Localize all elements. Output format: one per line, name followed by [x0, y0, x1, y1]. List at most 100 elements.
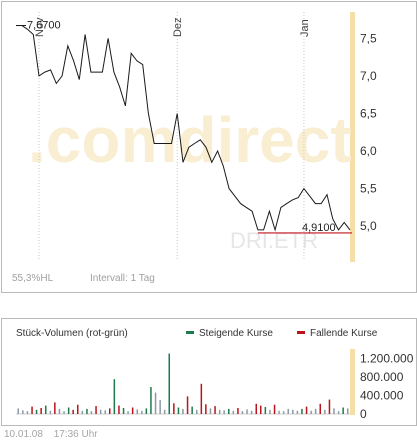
y-tick-label: 400.000 [360, 388, 404, 402]
volume-bar [26, 411, 29, 414]
volume-bar [223, 410, 225, 414]
volume-bar [287, 408, 289, 414]
volume-bar [337, 411, 340, 414]
ticker-watermark: DRI.ETR [230, 228, 318, 253]
volume-bar [237, 408, 239, 414]
price-line [16, 25, 351, 232]
volume-bar [95, 406, 97, 414]
volume-bar [324, 409, 326, 414]
last-value-label: 4,9100 [302, 222, 336, 234]
start-value-label: 7,6700 [27, 20, 61, 32]
volume-bar [54, 402, 56, 414]
volume-bar [342, 407, 344, 414]
footer-time: 17:36 Uhr [53, 429, 98, 440]
volume-bar [67, 407, 70, 414]
legend-rising-swatch [186, 331, 194, 334]
volume-bar [218, 409, 221, 414]
volume-bar [150, 387, 152, 414]
volume-bar [49, 410, 52, 415]
volume-bar [232, 410, 235, 415]
right-axis-band [350, 349, 355, 415]
volume-bar [209, 408, 212, 414]
volume-bar [63, 411, 65, 414]
y-tick-label: 0 [360, 407, 367, 421]
volume-bar [301, 408, 303, 414]
volume-bar [260, 405, 262, 414]
y-tick-label: 6,5 [360, 106, 377, 120]
volume-bar [81, 410, 84, 415]
volume-bar [104, 410, 106, 414]
volume-bar [319, 403, 321, 414]
y-tick-label: 1.200.000 [360, 351, 414, 365]
volume-bar [22, 410, 24, 414]
legend-falling-label: Fallende Kurse [310, 328, 378, 339]
x-tick-label: Nov [34, 17, 46, 37]
volume-bar [86, 408, 88, 414]
volume-bar [246, 409, 248, 414]
volume-bar [90, 411, 93, 414]
volume-bar [168, 353, 170, 414]
volume-bar [40, 408, 42, 414]
volume-bar [145, 408, 148, 414]
volume-bar [113, 379, 116, 414]
volume-bar [196, 409, 198, 414]
volume-bar [131, 407, 134, 414]
volume-title: Stück-Volumen (rot-grün) [16, 328, 128, 339]
volume-bar [31, 406, 33, 414]
x-tick-label: Jan [299, 19, 311, 37]
volume-bar [250, 410, 253, 415]
volume-bar [159, 400, 161, 414]
legend-rising-label: Steigende Kurse [199, 328, 273, 339]
y-tick-label: 5,0 [360, 219, 377, 233]
y-tick-label: 800.000 [360, 370, 404, 384]
volume-bar [292, 409, 294, 414]
volume-bar [191, 406, 193, 414]
hl-stat: 55,3%HL [12, 273, 54, 284]
volume-bar [177, 407, 180, 414]
y-tick-label: 7,5 [360, 31, 377, 45]
volume-bar [154, 392, 157, 414]
volume-bar [241, 411, 244, 414]
volume-bar [58, 408, 61, 414]
volume-bar [72, 409, 74, 414]
volume-bar [328, 399, 331, 414]
legend-falling-swatch [297, 331, 305, 334]
volume-bar [205, 404, 207, 415]
volume-bar [122, 408, 125, 414]
volume-bar [163, 409, 166, 414]
volume-bar [347, 408, 349, 414]
volume-bar [118, 405, 120, 414]
y-tick-label: 5,5 [360, 182, 377, 196]
volume-bar [333, 408, 335, 414]
volume-bar [200, 383, 203, 414]
volume-bar [314, 408, 317, 414]
interval-stat: Intervall: 1 Tag [90, 273, 155, 284]
volume-bar [35, 409, 38, 414]
volume-bar [127, 411, 129, 414]
volume-bar [269, 409, 271, 414]
volume-bar [109, 408, 111, 414]
volume-bar [296, 410, 299, 415]
volume-bar [228, 408, 230, 414]
volume-bar [264, 407, 267, 414]
volume-bar [186, 396, 189, 414]
volume-bar [282, 411, 285, 414]
volume-chart: Stück-Volumen (rot-grün) Steigende Kurse… [16, 328, 414, 421]
price-chart-panel: .comdirect DRI.ETR Nov Dez Jan 5,0 5,5 6,0 6,… [1, 1, 417, 293]
volume-bar [310, 410, 312, 415]
volume-bar [255, 403, 257, 414]
volume-bar [141, 410, 143, 415]
watermark: .comdirect [28, 104, 352, 176]
y-tick-label: 7,0 [360, 69, 377, 83]
volume-bar [77, 404, 79, 414]
volume-bar [214, 406, 216, 414]
footer-timestamp: 10.01.08 17:36 Uhr [4, 429, 106, 440]
volume-bar [136, 409, 138, 414]
right-axis-band [350, 12, 355, 262]
volume-bar [99, 409, 102, 414]
price-chart: .comdirect DRI.ETR Nov Dez Jan 5,0 5,5 6,0 6,… [12, 12, 377, 284]
volume-chart-panel: Stück-Volumen (rot-grün) Steigende Kurse… [1, 318, 417, 426]
x-tick-label: Dez [172, 17, 184, 37]
y-tick-label: 6,0 [360, 144, 377, 158]
volume-bar [17, 408, 19, 414]
